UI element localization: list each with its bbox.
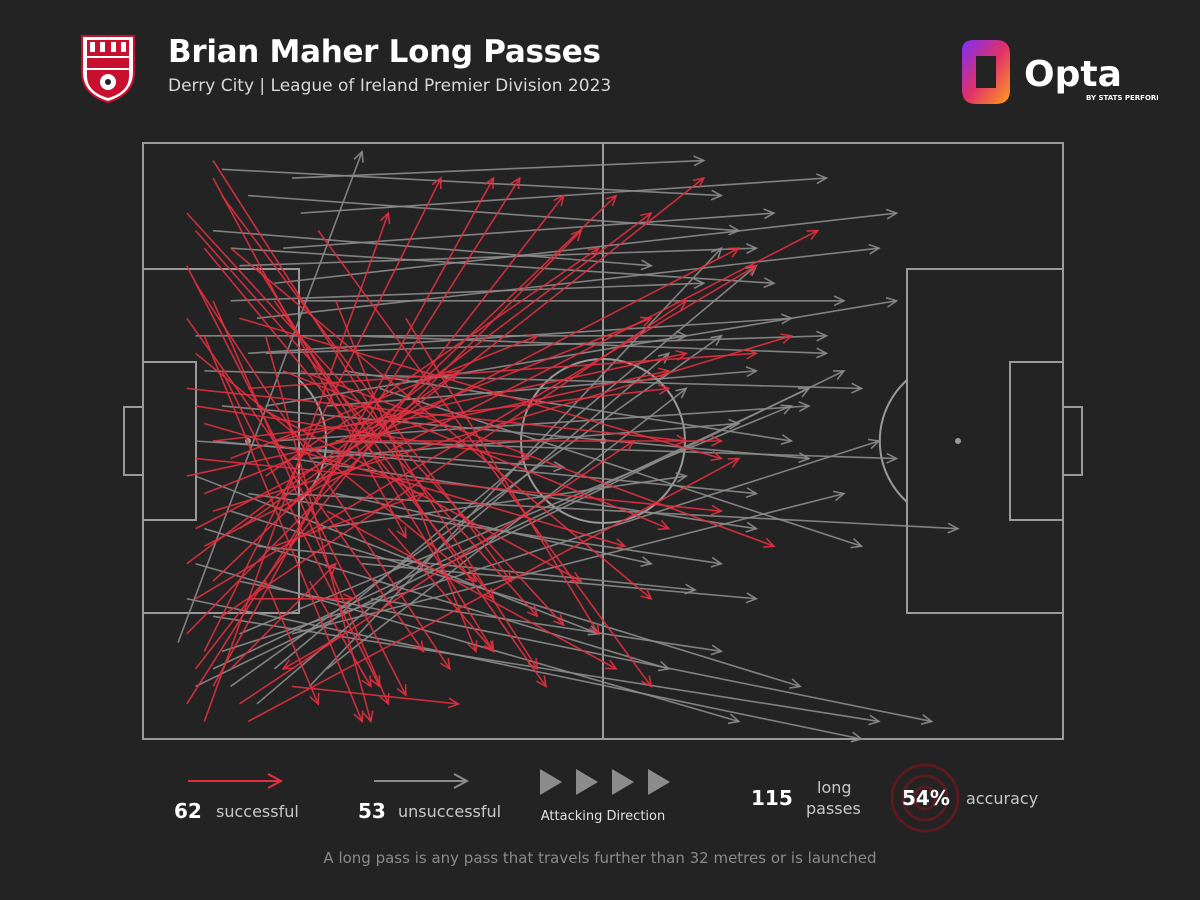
legend-successful-arrow [188,773,284,789]
unsuccessful-pass-arrow [186,597,864,743]
successful-pass-arrow [282,176,706,512]
successful-pass-arrow [212,177,407,540]
accuracy-value: 54% [902,786,950,810]
successful-pass-arrow [194,194,565,670]
unsuccessful-pass-arrow [221,168,724,201]
unsuccessful-pass-arrow [274,208,899,285]
unsuccessful-pass-arrow [256,243,881,320]
attacking-direction-label: Attacking Direction [540,809,666,824]
successful-count: 62 [174,799,202,823]
successful-pass-arrow [195,457,724,516]
unsuccessful-label: unsuccessful [398,802,502,821]
right-six-yard-box [1009,361,1064,521]
successful-pass-arrow [281,633,345,670]
successful-pass-arrow [326,510,618,670]
accuracy-ring [890,763,960,833]
successful-pass-arrow [186,212,653,565]
successful-pass-arrow [203,211,391,722]
unsuccessful-pass-arrow [213,229,654,271]
successful-pass-arrow [230,334,539,460]
derry-city-crest [81,35,135,104]
successful-pass-arrow [273,300,548,688]
successful-pass-arrow [264,580,320,706]
opta-logo: Opta BY STATS PERFORM [962,40,1158,104]
successful-pass-arrow [387,528,495,653]
unsuccessful-pass-arrow [335,440,899,464]
successful-pass-arrow [212,333,794,512]
unsuccessful-pass-arrow [291,155,706,179]
unsuccessful-pass-arrow [300,173,829,214]
unsuccessful-pass-arrow [248,194,741,236]
page-subtitle: Derry City | League of Ireland Premier D… [168,76,612,96]
successful-pass-arrow [247,457,741,723]
unsuccessful-pass-arrow [283,208,776,249]
left-goal [123,406,144,476]
unsuccessful-pass-arrow [361,562,759,604]
successful-pass-arrow [203,229,820,547]
successful-pass-arrow [221,299,688,617]
right-goal [1062,406,1083,476]
unsuccessful-pass-arrow [291,490,846,635]
successful-pass-arrow [274,491,426,547]
unsuccessful-pass-arrow [195,440,566,473]
total-label-long: long [817,778,852,797]
unsuccessful-pass-arrow [212,615,881,726]
successful-pass-arrow [186,317,425,653]
total-label-passes: passes [806,799,861,818]
right-penalty-arc [878,379,908,503]
successful-pass-arrow [212,160,539,671]
page-title: Brian Maher Long Passes [168,34,601,70]
unsuccessful-pass-arrow [230,334,723,688]
successful-pass-arrow [203,176,442,652]
unsuccessful-pass-arrow [300,295,846,307]
unsuccessful-pass-arrow [308,246,723,687]
successful-pass-arrow [212,176,495,687]
successful-pass-arrow [238,369,460,530]
pitch-pass-map [123,142,1083,743]
successful-pass-arrow [317,230,653,688]
successful-pass-arrow [300,370,776,549]
total-count: 115 [751,786,793,810]
unsuccessful-pass-arrow [204,370,864,394]
legend-unsuccessful-arrow [374,773,470,789]
successful-pass-arrow [230,562,338,670]
opta-wordmark: Opta [1024,54,1122,95]
successful-label: successful [216,802,299,821]
unsuccessful-pass-arrow [230,510,802,689]
unsuccessful-pass-arrow [265,330,829,355]
unsuccessful-pass-arrow [239,242,759,267]
opta-submark: BY STATS PERFORM [1086,94,1158,102]
successful-pass-arrow [405,317,600,636]
successful-pass-arrow [195,247,741,530]
successful-pass-arrow [335,300,478,654]
unsuccessful-count: 53 [358,799,386,823]
unsuccessful-pass-arrow [318,471,689,530]
accuracy-label: accuracy [966,789,1039,808]
right-penalty-box [906,268,1064,614]
unsuccessful-pass-arrow [326,366,759,407]
successful-pass-arrow [308,580,372,689]
successful-pass-arrow [204,316,653,495]
unsuccessful-pass-arrow [248,313,794,355]
unsuccessful-pass-arrow [221,438,881,653]
right-penalty-spot [955,438,961,444]
successful-pass-arrow [282,370,671,531]
successful-pass-arrow [203,335,364,724]
successful-pass-arrow [353,435,724,447]
pass-layer [177,150,960,743]
successful-pass-arrow [291,685,461,709]
unsuccessful-pass-arrow [370,597,724,656]
successful-pass-arrow [239,317,724,462]
attacking-direction-arrows [540,769,670,795]
unsuccessful-pass-arrow [230,278,706,302]
unsuccessful-pass-arrow [274,401,811,442]
unsuccessful-pass-arrow [283,492,960,534]
successful-pass-arrow [213,384,671,442]
left-six-yard-box [142,361,197,521]
footnote: A long pass is any pass that travels fur… [323,849,877,867]
